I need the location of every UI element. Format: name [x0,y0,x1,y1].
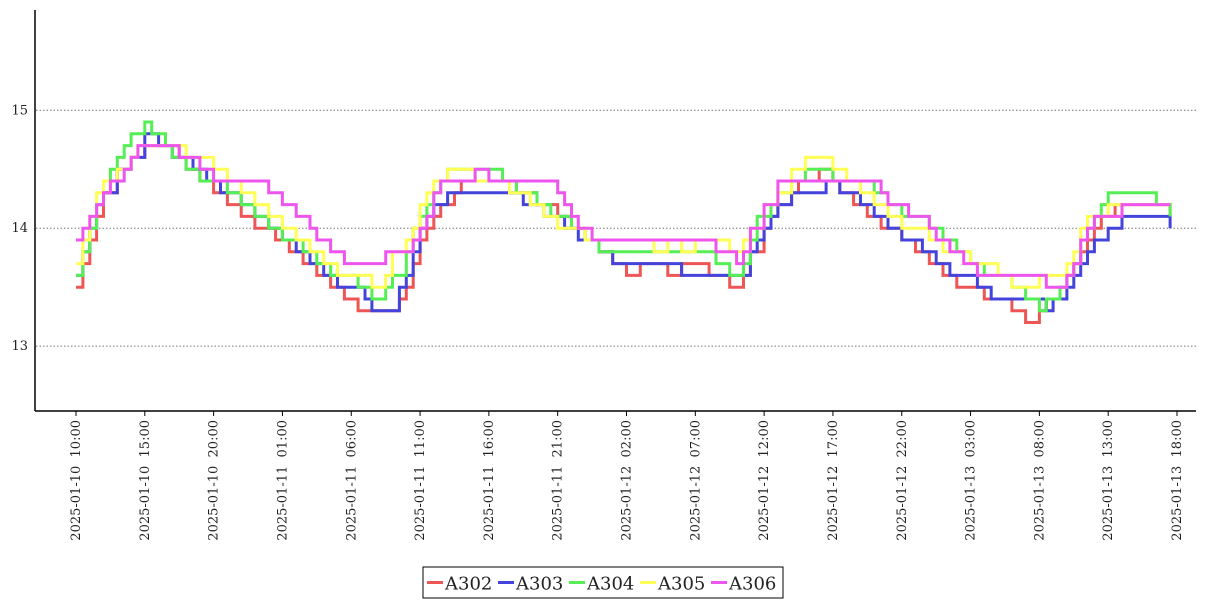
x-tick-label: 2025-01-13 03:00 [964,420,979,541]
legend-label: A305 [657,574,705,595]
x-tick-label: 2025-01-12 22:00 [895,420,910,541]
x-tick-labels: 2025-01-10 10:00 2025-01-10 15:00 2025-01-… [69,411,1185,541]
axes [34,10,1196,412]
x-tick-label: 2025-01-12 12:00 [757,420,772,541]
x-tick-label: 2025-01-13 18:00 [1170,420,1185,541]
x-tick-label: 2025-01-11 21:00 [551,420,566,541]
series-line-a303 [76,132,1172,313]
y-tick-label: 14 [11,221,28,236]
x-tick-label: 2025-01-11 01:00 [275,420,290,541]
y-tick-label: 13 [11,339,28,354]
x-tick-label: 2025-01-12 07:00 [688,420,703,541]
series-line-a306 [76,144,1171,289]
x-tick-label: 2025-01-11 06:00 [344,420,359,541]
x-tick-label: 2025-01-11 16:00 [482,420,497,541]
x-tick-label: 2025-01-11 11:00 [413,420,428,541]
legend-label: A302 [444,574,492,595]
y-tick-labels: 13 14 15 [11,103,28,354]
legend-label: A303 [515,574,563,595]
x-tick-label: 2025-01-10 20:00 [207,420,222,541]
x-tick-label: 2025-01-12 02:00 [620,420,635,541]
legend: A302 A303 A304 A305 A306 [422,566,784,599]
gridlines [36,109,1196,347]
series-lines [76,120,1172,324]
x-tick-label: 2025-01-10 10:00 [69,420,84,541]
legend-label: A306 [728,574,776,595]
y-tick-label: 15 [11,103,28,118]
x-tick-label: 2025-01-12 17:00 [826,420,841,541]
x-tick-label: 2025-01-13 08:00 [1032,420,1047,541]
x-tick-label: 2025-01-13 13:00 [1101,420,1116,541]
legend-label: A304 [586,574,634,595]
series-line-a302 [76,144,1172,324]
x-tick-label: 2025-01-10 15:00 [138,420,153,541]
